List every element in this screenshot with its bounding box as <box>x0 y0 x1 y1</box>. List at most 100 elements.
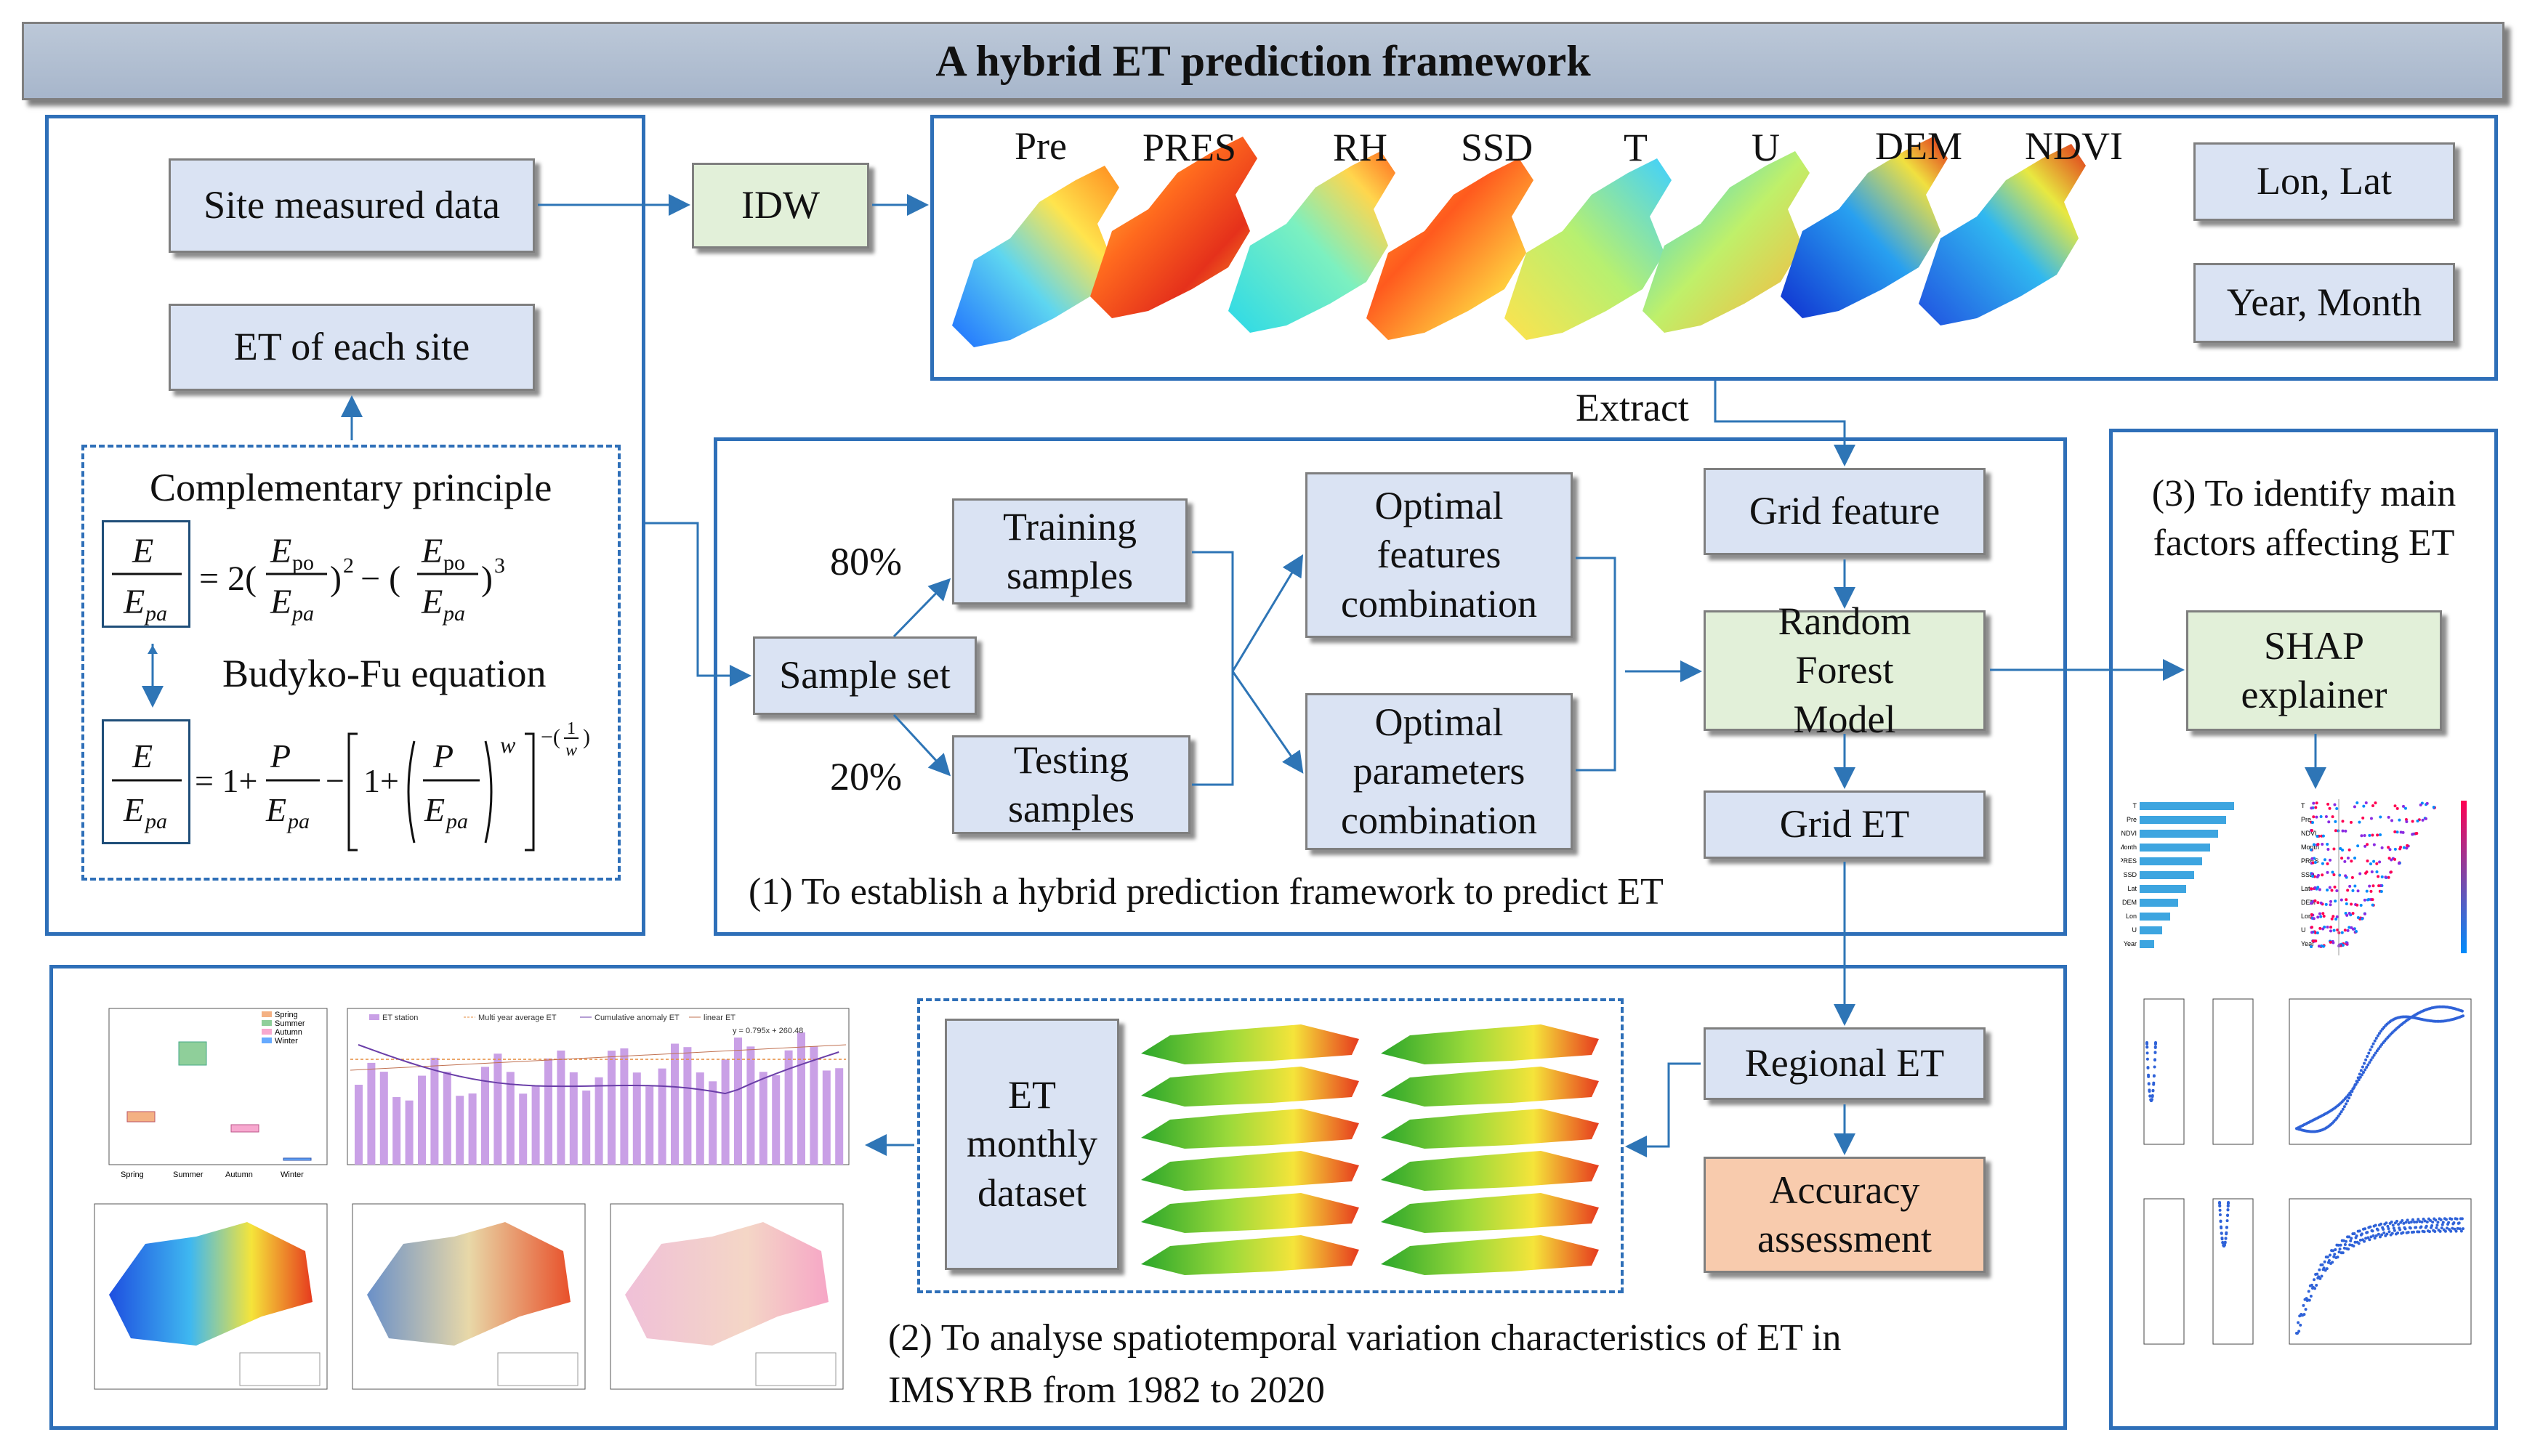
dep-dot <box>2371 1234 2375 1237</box>
dep-dot <box>2342 1239 2345 1242</box>
dep-dot <box>2382 1227 2385 1231</box>
shap-dot <box>2346 929 2350 932</box>
dep-dot <box>2373 1039 2377 1043</box>
svg-text:E: E <box>270 583 291 621</box>
shap-dot <box>2356 844 2360 848</box>
shap-dot <box>2345 898 2348 902</box>
dep-dot <box>2360 1232 2363 1236</box>
ts-bar <box>506 1072 515 1165</box>
dep-dot <box>2152 1083 2156 1086</box>
shap-dot <box>2387 846 2390 849</box>
shap-dot <box>2316 873 2320 877</box>
et-month-map <box>1141 1109 1359 1149</box>
xtick-winter: Winter <box>281 1170 304 1179</box>
legend-summer: Summer <box>275 1019 305 1028</box>
et-monthly-maps <box>1141 1024 1599 1275</box>
shap-dot <box>2411 820 2414 823</box>
caption-2: (2) To analyse spatiotemporal variation … <box>888 1317 1842 1411</box>
dep-dot <box>2401 1231 2405 1234</box>
shap-dot <box>2329 858 2332 862</box>
shap-dot <box>2310 931 2314 934</box>
shap-dot <box>2363 844 2367 848</box>
shap-dot <box>2414 832 2418 836</box>
map-ssd <box>1366 158 1533 340</box>
dep-dot <box>2458 1227 2462 1231</box>
dep-dot <box>2373 1237 2377 1240</box>
shap-dot <box>2369 862 2372 865</box>
framework-title: A hybrid ET prediction framework <box>22 22 2504 100</box>
shap-dot <box>2363 898 2366 902</box>
complementary-principle-label: Complementary principle <box>150 466 552 509</box>
shap-dot <box>2405 820 2409 823</box>
dep-dot <box>2390 1231 2394 1235</box>
ts-bar <box>835 1068 844 1165</box>
dep-dot <box>2342 1105 2346 1109</box>
dep-dot <box>2304 1308 2308 1311</box>
dep-dot <box>2436 1221 2440 1224</box>
ts-bar <box>608 1051 616 1165</box>
shap-dot <box>2340 931 2344 934</box>
dep-dot <box>2220 1231 2223 1235</box>
dep-dot <box>2320 1274 2324 1278</box>
shap-dot <box>2371 833 2374 837</box>
dep-dot <box>2361 1065 2364 1069</box>
dep-dot <box>2343 1243 2347 1247</box>
dep-dot <box>2357 1242 2361 1245</box>
dep-dot <box>2450 1218 2454 1221</box>
dep-dot <box>2369 1048 2372 1051</box>
dep-dot <box>2379 1030 2383 1033</box>
shap-bar-label: U <box>2132 926 2137 934</box>
dep-dot <box>2377 1232 2380 1236</box>
shap-swarm-label: DEM <box>2301 899 2316 906</box>
svg-text:w: w <box>500 732 516 758</box>
shap-dot <box>2350 875 2354 879</box>
shap-dot <box>2345 941 2349 945</box>
shap-dot <box>2311 820 2315 824</box>
et-spatial-maps <box>94 1203 844 1390</box>
grid-feature-box: Grid feature <box>1704 468 1986 555</box>
dep-dot <box>2344 1102 2347 1106</box>
dep-dot <box>2322 1266 2326 1270</box>
shap-dot <box>2310 848 2313 852</box>
dep-dot <box>2316 1272 2319 1276</box>
dep-dot <box>2369 1235 2373 1239</box>
shap-dot <box>2329 940 2332 944</box>
dep-dot <box>2409 1226 2412 1230</box>
svg-text:pa: pa <box>445 809 468 833</box>
dep-dot <box>2221 1241 2225 1245</box>
svg-text:E: E <box>123 583 145 621</box>
shap-dot <box>2312 815 2316 819</box>
shap-dot <box>2375 870 2379 874</box>
shap-dot <box>2310 902 2313 905</box>
shap-dot <box>2335 915 2339 918</box>
dep-dot <box>2398 1228 2402 1231</box>
shap-bar <box>2140 913 2170 921</box>
shap-dot <box>2321 912 2325 915</box>
shap-dot <box>2332 929 2336 932</box>
dep-dot <box>2151 1093 2154 1097</box>
shap-dot <box>2347 926 2351 929</box>
shap-bar-label: Year <box>2124 940 2137 947</box>
dep-dot <box>2386 1224 2390 1228</box>
shap-dot <box>2362 804 2366 808</box>
dep-dot <box>2427 1230 2431 1234</box>
dep-dot <box>2371 1229 2374 1233</box>
shap-dot <box>2355 903 2359 907</box>
dep-dot <box>2225 1232 2228 1236</box>
ts-bar <box>531 1085 540 1165</box>
dep-dot <box>2147 1075 2151 1078</box>
shap-dot <box>2371 903 2374 907</box>
svg-text:w: w <box>565 741 577 760</box>
lon-lat-box: Lon, Lat <box>2193 142 2455 221</box>
dep-dot <box>2219 1220 2222 1224</box>
dep-dot <box>2153 1065 2156 1069</box>
shap-dot <box>2316 834 2319 838</box>
shap-swarm-label: T <box>2301 802 2305 809</box>
dep-dot <box>2454 1229 2458 1233</box>
shap-dot <box>2321 945 2325 948</box>
dep-dot <box>2370 1045 2374 1048</box>
dep-dot <box>2350 1237 2353 1240</box>
shap-dot <box>2331 915 2335 918</box>
dep-dot <box>2363 1227 2367 1231</box>
var-label-pre: Pre <box>1015 124 1067 168</box>
